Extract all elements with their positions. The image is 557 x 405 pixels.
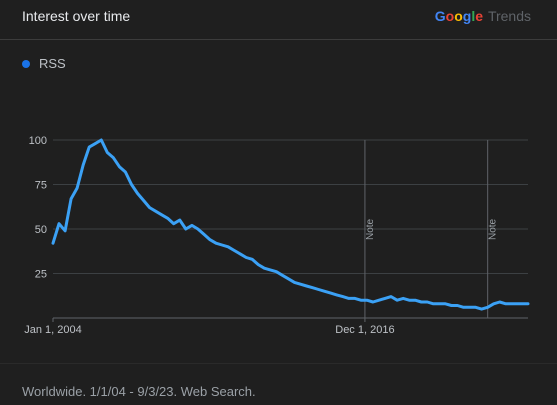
- y-tick-label: 25: [35, 269, 47, 281]
- legend-label: RSS: [39, 56, 66, 71]
- footer-divider: [0, 363, 557, 364]
- note-label[interactable]: Note: [365, 218, 376, 240]
- x-tick-label: Dec 1, 2016: [335, 324, 394, 336]
- trends-wordmark: Trends: [487, 8, 531, 24]
- annotations: Note Note: [364, 140, 499, 318]
- y-axis-ticks: 25 50 75 100: [29, 135, 47, 281]
- y-tick-label: 50: [35, 224, 47, 236]
- google-wordmark: Google: [434, 8, 484, 24]
- x-tick-label: Jan 1, 2004: [24, 324, 82, 336]
- footer-text: Worldwide. 1/1/04 - 9/3/23. Web Search.: [22, 384, 256, 399]
- grid-lines: [53, 139, 528, 319]
- legend-dot-icon: [22, 59, 30, 68]
- note-label[interactable]: Note: [488, 218, 499, 240]
- series-lines: [51, 138, 530, 311]
- x-axis-ticks: Jan 1, 2004 Dec 1, 2016: [24, 318, 395, 336]
- y-tick-label: 75: [35, 180, 47, 192]
- series-line-rss[interactable]: [51, 138, 530, 311]
- google-trends-logo: Google Trends: [435, 8, 531, 24]
- legend[interactable]: RSS: [22, 56, 66, 71]
- y-tick-label: 100: [29, 135, 47, 147]
- chart-title: Interest over time: [22, 8, 131, 24]
- card-header: Interest over time Google Trends: [0, 0, 557, 40]
